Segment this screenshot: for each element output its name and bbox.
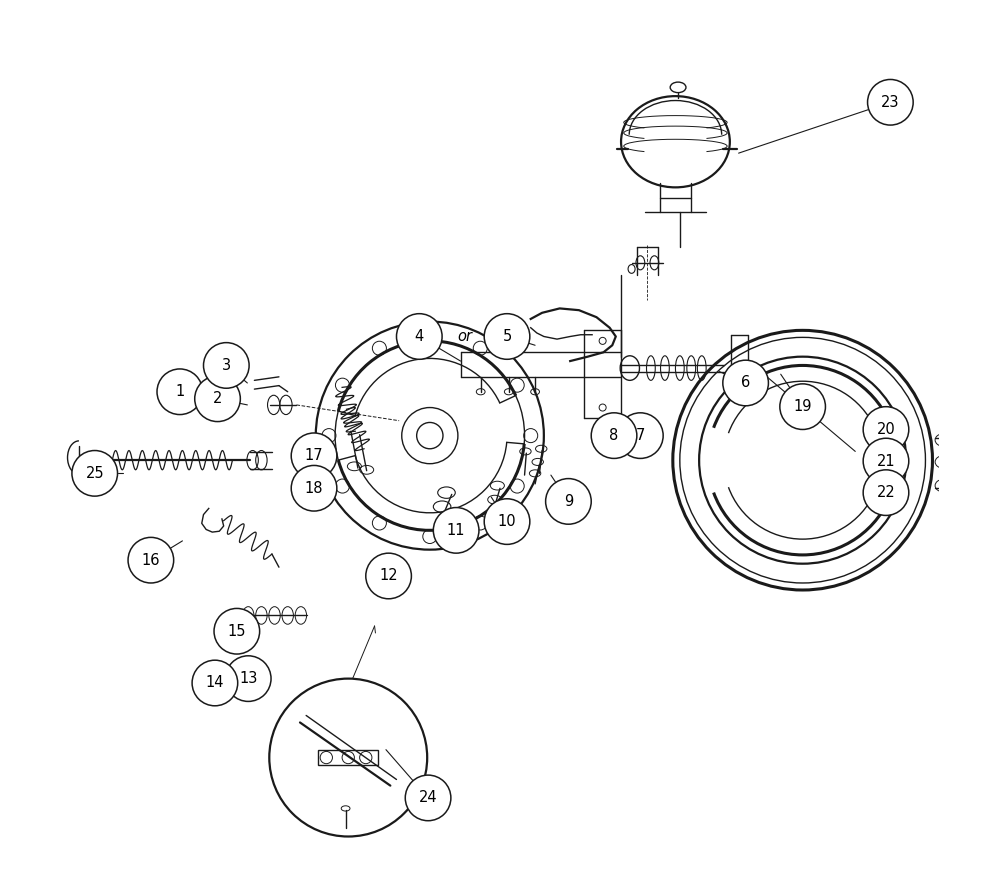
Circle shape	[396, 313, 442, 359]
Circle shape	[723, 360, 768, 406]
Text: 16: 16	[142, 553, 160, 568]
Text: 8: 8	[609, 428, 619, 444]
Text: 10: 10	[498, 514, 516, 529]
Text: 1: 1	[175, 385, 184, 400]
Text: 7: 7	[636, 428, 645, 444]
Text: 11: 11	[447, 523, 465, 538]
Text: 25: 25	[85, 466, 104, 480]
Circle shape	[780, 384, 825, 429]
Text: 19: 19	[793, 400, 812, 414]
Circle shape	[484, 313, 530, 359]
Circle shape	[225, 656, 271, 701]
Text: 2: 2	[213, 392, 222, 407]
Circle shape	[405, 775, 451, 821]
Text: 18: 18	[305, 480, 323, 495]
Circle shape	[868, 79, 913, 125]
Text: 15: 15	[228, 624, 246, 639]
Text: 14: 14	[206, 676, 224, 691]
Circle shape	[484, 499, 530, 545]
Text: 9: 9	[564, 494, 573, 509]
Circle shape	[157, 369, 203, 414]
Text: 17: 17	[305, 448, 323, 463]
Text: 5: 5	[502, 329, 512, 344]
Circle shape	[192, 660, 238, 706]
Circle shape	[128, 538, 174, 583]
Text: 24: 24	[419, 790, 437, 805]
Text: 20: 20	[877, 422, 895, 437]
Bar	[318, 750, 378, 766]
Circle shape	[291, 466, 337, 511]
Circle shape	[291, 433, 337, 479]
Circle shape	[591, 413, 637, 458]
Text: 23: 23	[881, 95, 900, 110]
Text: 6: 6	[741, 376, 750, 391]
Circle shape	[863, 470, 909, 516]
Circle shape	[863, 438, 909, 484]
Text: 22: 22	[877, 485, 895, 500]
Circle shape	[72, 451, 118, 496]
Text: 21: 21	[877, 453, 895, 468]
Text: 12: 12	[379, 568, 398, 583]
Circle shape	[618, 413, 663, 458]
Text: 13: 13	[239, 671, 257, 686]
Circle shape	[203, 342, 249, 388]
Circle shape	[195, 376, 240, 422]
Circle shape	[546, 479, 591, 524]
Text: 3: 3	[222, 358, 231, 373]
Circle shape	[366, 554, 411, 598]
Text: 4: 4	[415, 329, 424, 344]
Circle shape	[863, 407, 909, 452]
Circle shape	[433, 508, 479, 554]
Text: or: or	[457, 329, 472, 344]
Circle shape	[214, 608, 260, 654]
